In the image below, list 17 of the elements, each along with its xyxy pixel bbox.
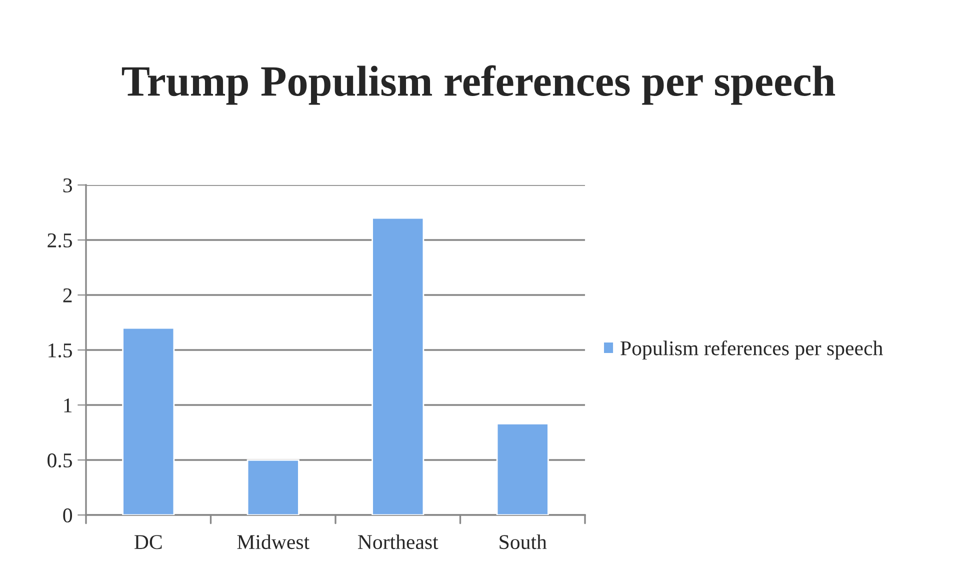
y-tick-label: 1 [64, 398, 72, 412]
bar [496, 423, 549, 515]
bar [246, 459, 300, 515]
x-tick-label: Midwest [237, 534, 310, 550]
y-tick-label: 0 [63, 508, 72, 522]
chart-title: Trump Populism references per speech [122, 65, 836, 105]
y-tick-label: 1.5 [48, 343, 72, 358]
y-tick-label: 3 [63, 178, 72, 192]
y-tick-label: 2 [63, 288, 72, 302]
x-tick-label: DC [134, 535, 162, 550]
bar [372, 217, 424, 515]
legend-label: Populism references per speech [620, 340, 883, 360]
y-tick-label: 2.5 [48, 233, 72, 248]
x-tick-label: Northeast [358, 534, 438, 550]
bar [122, 327, 175, 515]
y-tick-label: 0.5 [48, 453, 72, 468]
x-tick-label: South [500, 534, 547, 550]
